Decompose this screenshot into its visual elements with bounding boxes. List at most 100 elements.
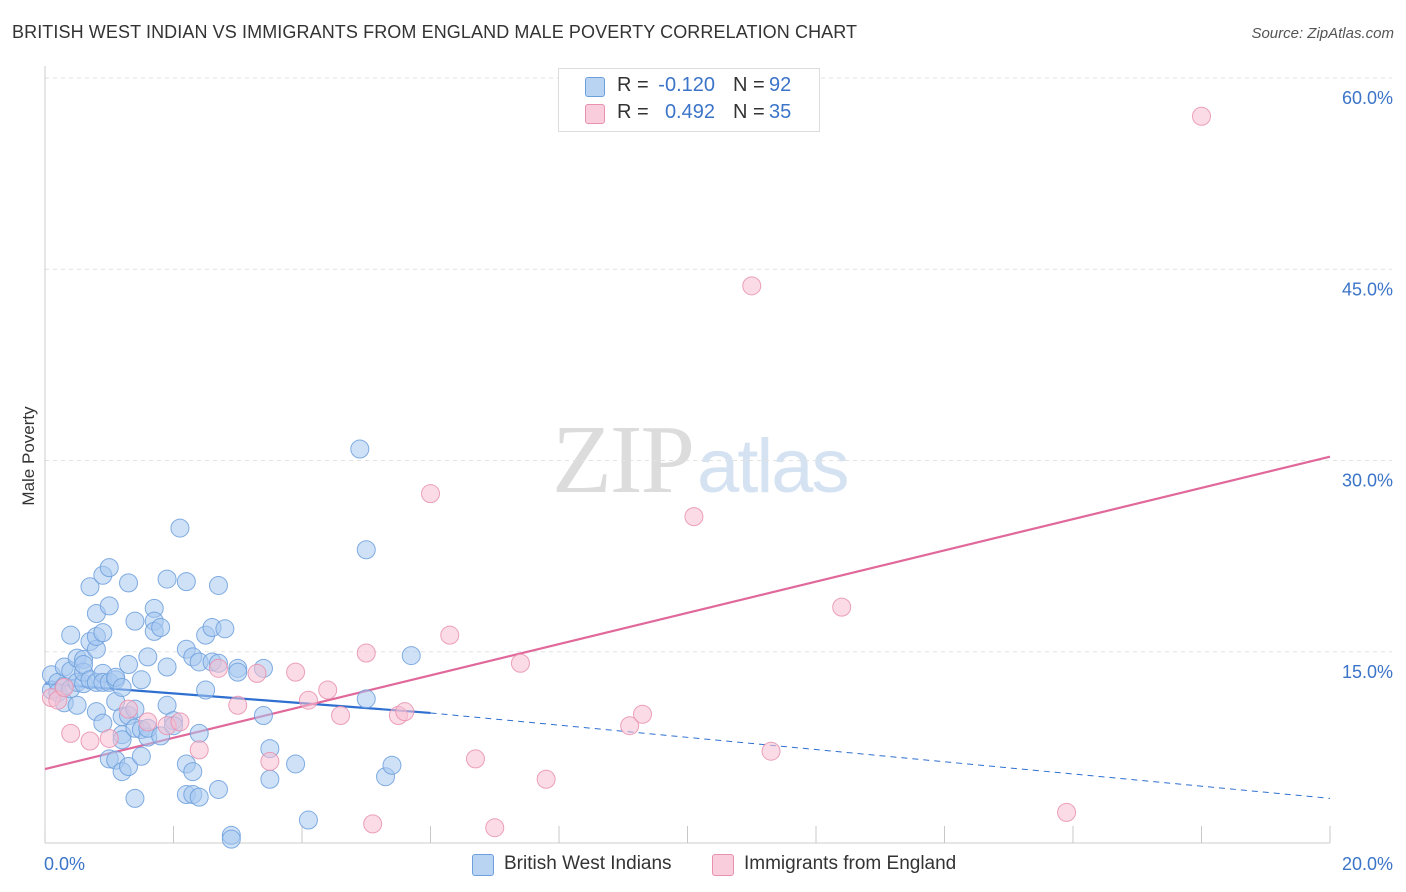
pink-point	[1192, 106, 1211, 126]
legend-r-value: -0.120	[658, 74, 715, 96]
pink-point	[510, 653, 530, 673]
pink-point	[440, 625, 460, 645]
pink-point	[247, 663, 267, 683]
y-tick-label: 15.0%	[1342, 662, 1393, 682]
pink-point	[465, 749, 485, 769]
blue-point	[286, 754, 306, 774]
blue-point	[208, 779, 228, 799]
legend-row-immigrants-from-england: R = 0.492 N = 35	[559, 100, 819, 126]
blue-point	[112, 677, 132, 697]
blue-point	[80, 577, 100, 597]
pink-point	[536, 769, 556, 789]
pink-point	[356, 643, 376, 663]
legend-n-label: N =	[733, 101, 765, 123]
pink-point	[260, 751, 280, 771]
blue-point	[93, 623, 113, 643]
y-tick-label: 30.0%	[1342, 471, 1393, 491]
pink-point	[633, 704, 653, 724]
blue-point	[189, 723, 209, 743]
blue-point	[99, 558, 119, 578]
legend-swatch-pink	[585, 104, 605, 124]
pink-point	[485, 818, 505, 838]
bottom-legend-label: Immigrants from England	[744, 853, 957, 874]
gridlines	[45, 77, 1392, 653]
legend-r-value: 0.492	[664, 101, 715, 123]
blue-point	[170, 518, 190, 538]
pink-point	[61, 723, 81, 743]
y-axis-label: Male Poverty	[19, 406, 38, 506]
blue-point	[67, 695, 87, 715]
blue-point	[125, 611, 145, 631]
blue-point	[215, 619, 235, 639]
source-credit: Source: ZipAtlas.com	[1251, 25, 1394, 42]
pink-point	[318, 680, 338, 700]
blue-point	[151, 618, 171, 638]
blue-point	[350, 439, 370, 459]
pink-point	[620, 716, 640, 736]
blue-point	[119, 573, 139, 593]
blue-point	[176, 572, 196, 592]
blue-point	[208, 575, 228, 595]
blue-point	[260, 769, 280, 789]
tick-labels: 15.0% 30.0% 45.0% 60.0% 0.0% 20.0%	[44, 88, 1393, 874]
pink-point	[684, 507, 704, 527]
blue-point	[157, 657, 177, 677]
axes	[44, 66, 1331, 844]
x-tick-label: 0.0%	[44, 854, 85, 874]
blue-point	[61, 625, 81, 645]
blue-point	[131, 670, 151, 690]
bottom-legend-swatch-pink	[712, 854, 734, 876]
watermark-atlas: atlas	[697, 424, 850, 509]
legend-r-label: R =	[617, 101, 649, 123]
pink-point	[80, 731, 100, 751]
legend-n-value: 92	[769, 74, 792, 96]
pink-point	[395, 702, 415, 722]
legend-n-label: N =	[733, 74, 765, 96]
pink-trend-line	[44, 455, 1331, 771]
bottom-legend-swatch-blue	[472, 854, 494, 876]
blue-point	[131, 746, 151, 766]
pink-point	[363, 814, 383, 834]
blue-point	[382, 755, 402, 775]
pink-point	[228, 695, 248, 715]
pink-point	[832, 597, 852, 617]
blue-point	[298, 810, 318, 830]
blue-point	[401, 646, 421, 666]
data-points	[41, 106, 1211, 849]
pink-point	[761, 741, 781, 761]
pink-point	[331, 706, 351, 725]
legend-n-value: 35	[769, 101, 792, 123]
blue-point	[125, 788, 145, 808]
legend-r-label: R =	[617, 74, 649, 96]
blue-point	[119, 655, 139, 674]
y-tick-label: 60.0%	[1342, 88, 1393, 108]
pink-point	[170, 712, 190, 732]
pink-point	[138, 712, 158, 732]
blue-point	[157, 569, 177, 589]
blue-point	[189, 787, 209, 807]
blue-point	[221, 829, 241, 849]
pink-point	[286, 662, 306, 682]
blue-point	[228, 662, 248, 682]
blue-point	[196, 680, 216, 700]
blue-point	[253, 706, 273, 725]
pink-point	[1057, 802, 1077, 822]
trend-lines	[44, 455, 1331, 799]
pink-point	[119, 699, 139, 719]
blue-point	[183, 762, 203, 782]
pink-point	[208, 658, 228, 678]
blue-point	[99, 596, 119, 616]
blue-point	[119, 757, 139, 776]
pink-point	[99, 728, 119, 748]
blue-trend-line-extension	[430, 712, 1331, 799]
blue-point	[138, 647, 158, 667]
blue-point	[356, 689, 376, 709]
chart-title: BRITISH WEST INDIAN VS IMMIGRANTS FROM E…	[12, 22, 858, 42]
bottom-legend-label: British West Indians	[504, 853, 672, 874]
x-tick-label: 20.0%	[1342, 854, 1393, 874]
pink-point	[189, 740, 209, 760]
blue-point	[356, 540, 376, 560]
pink-point	[54, 677, 74, 697]
y-tick-label: 45.0%	[1342, 279, 1393, 299]
